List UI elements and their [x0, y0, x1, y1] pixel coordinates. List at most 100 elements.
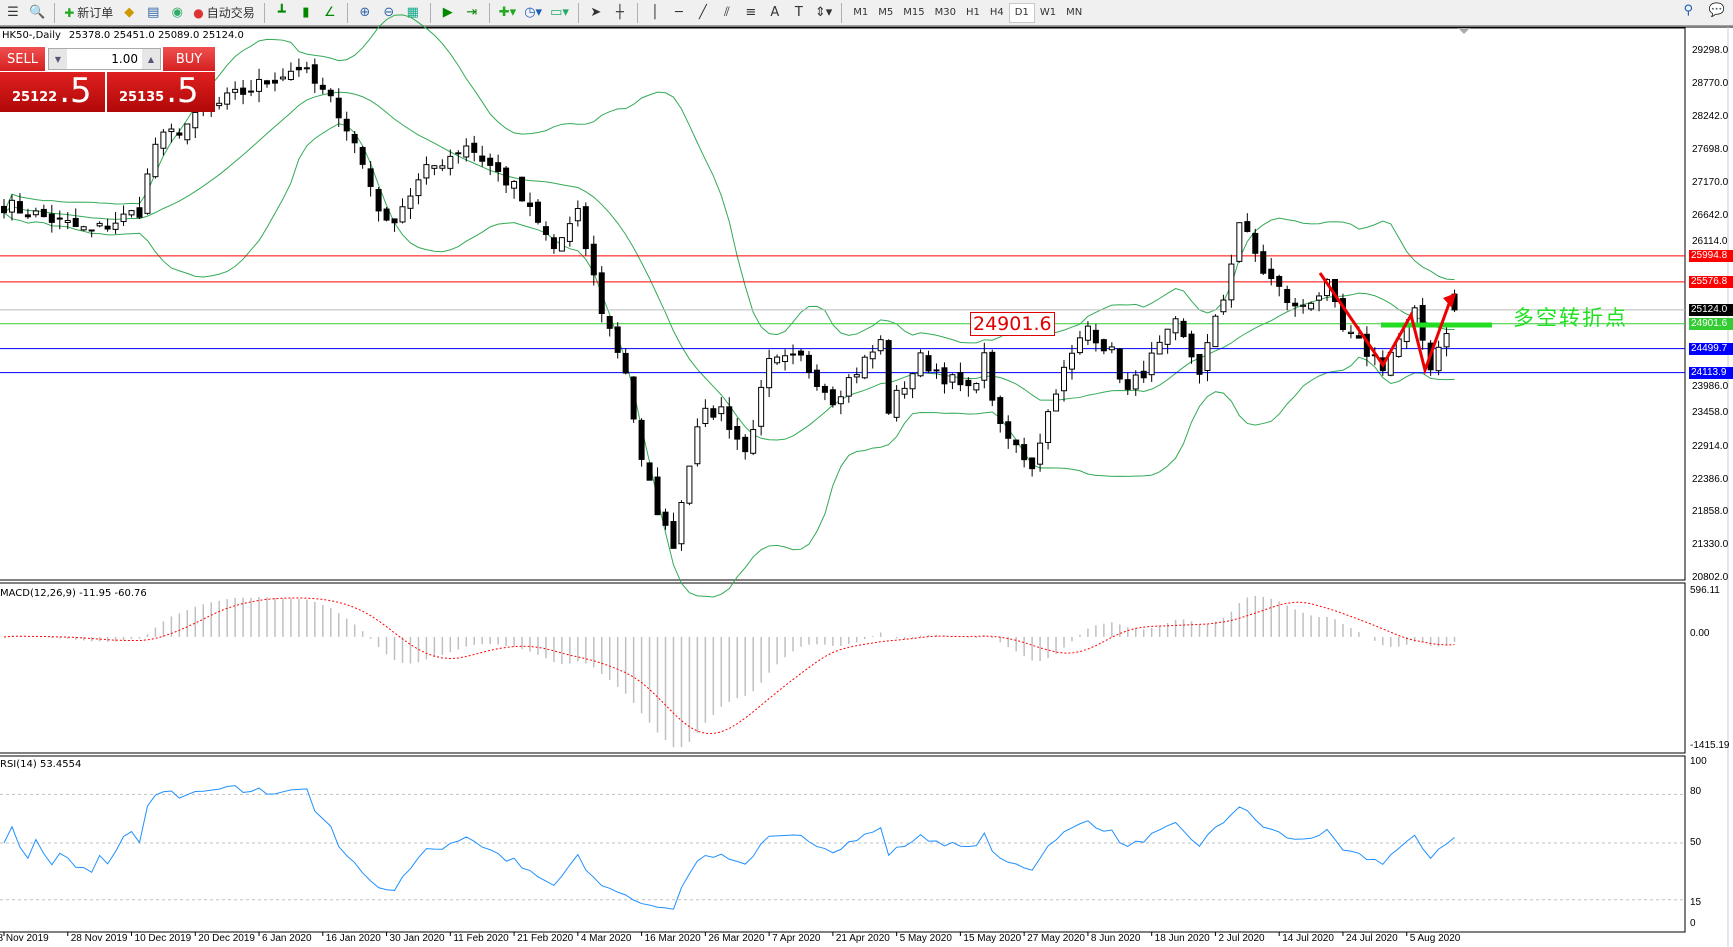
rsi-title: RSI(14) 53.4554	[0, 759, 82, 770]
timeframe-m15[interactable]: M15	[903, 7, 925, 18]
tile-windows-icon[interactable]: ▦	[406, 5, 419, 20]
candle	[88, 229, 95, 238]
timeframe-mn[interactable]: MN	[1066, 7, 1083, 18]
candle	[821, 383, 828, 401]
timeframe-d1[interactable]: D1	[1008, 2, 1035, 23]
buy-button[interactable]: BUY	[163, 47, 215, 71]
fibonacci-icon[interactable]: ≡	[745, 5, 757, 20]
candle-body	[176, 132, 183, 136]
candle	[256, 68, 263, 103]
lot-decrease-icon[interactable]: ▼	[49, 49, 67, 69]
macd-panel-frame	[0, 582, 1686, 754]
level-price-tag: 24499.7	[1689, 342, 1733, 355]
candle-body	[24, 214, 31, 218]
chat-icon[interactable]: 💬	[1708, 3, 1725, 18]
autoscroll-icon[interactable]: ▶	[442, 5, 453, 20]
candle-body	[574, 208, 581, 222]
candle	[271, 72, 278, 92]
lot-size-input[interactable]: ▼ 1.00 ▲	[48, 48, 161, 70]
candle	[479, 145, 486, 167]
candle	[766, 349, 773, 397]
candle-body	[447, 155, 454, 169]
candle-body	[72, 217, 79, 227]
candle	[1156, 335, 1163, 355]
zoom-out-icon[interactable]: ⊖	[383, 5, 395, 20]
templates-icon[interactable]: ▭▾	[550, 5, 569, 20]
zoom-in-icon[interactable]: ⊕	[359, 5, 371, 20]
cursor-icon[interactable]: ➤	[590, 5, 602, 20]
timeframe-h4[interactable]: H4	[989, 7, 1004, 18]
candle-body	[351, 133, 358, 144]
candle-body	[503, 167, 510, 186]
candle-body	[678, 502, 685, 545]
candle-body	[622, 352, 629, 374]
candle	[941, 362, 948, 394]
candle-body	[662, 511, 669, 526]
timeframe-m30[interactable]: M30	[934, 7, 957, 18]
crosshair-icon[interactable]: ┼	[615, 5, 624, 20]
candle-body	[1236, 222, 1243, 262]
candle-body	[383, 208, 390, 221]
candle	[511, 180, 518, 199]
candle	[415, 173, 422, 205]
candle	[184, 123, 191, 145]
candle-body	[1355, 335, 1362, 339]
price-tick-label: 26114.0	[1692, 235, 1728, 247]
new-order-button[interactable]: ✚ 新订单	[61, 2, 116, 24]
text-label-icon[interactable]: T	[794, 5, 803, 20]
line-chart-icon[interactable]: ∠	[323, 5, 336, 20]
navigator-icon[interactable]: ▤	[147, 5, 160, 20]
signals-icon[interactable]: ◉	[171, 5, 183, 20]
timeframe-m5[interactable]: M5	[878, 7, 894, 18]
rsi-line	[3, 785, 1455, 910]
timeframe-m1[interactable]: M1	[853, 7, 869, 18]
chart-zoom-icon[interactable]: 🔍	[29, 5, 46, 20]
turning-point-annotation[interactable]: 多空转折点	[1513, 306, 1628, 330]
candle-body	[630, 376, 637, 420]
lot-increase-icon[interactable]: ▲	[142, 49, 160, 69]
search-icon[interactable]: ⚲	[1683, 3, 1693, 18]
equidistant-channel-icon[interactable]: ⫽	[723, 5, 730, 20]
sell-button[interactable]: SELL	[0, 47, 45, 71]
timeframe-w1[interactable]: W1	[1039, 7, 1057, 18]
candle-body	[471, 142, 478, 153]
sell-price-button[interactable]: 25122.5	[0, 72, 105, 112]
horizontal-line-icon[interactable]: ─	[674, 5, 683, 20]
level-price-tag: 25994.8	[1689, 249, 1733, 262]
candle-body	[694, 426, 701, 465]
candle	[861, 354, 868, 380]
periods-icon[interactable]: ◷▾	[524, 5, 543, 20]
candle	[1212, 314, 1219, 348]
candle-body	[742, 436, 749, 453]
candle	[471, 135, 478, 162]
candle	[1236, 222, 1243, 263]
text-icon[interactable]: A	[770, 5, 780, 20]
candle	[845, 374, 852, 403]
candle	[96, 221, 103, 228]
arrows-icon[interactable]: ⇕▾	[814, 5, 833, 20]
buy-price-button[interactable]: 25135.5	[107, 72, 215, 112]
bar-chart-icon[interactable]: ┻	[277, 5, 286, 20]
candle-body	[909, 373, 916, 390]
menu-icon[interactable]: ☰	[7, 5, 19, 20]
chart-header: HK50-,Daily 25378.0 25451.0 25089.0 2512…	[2, 30, 244, 41]
candlestick-icon[interactable]: ▮	[302, 5, 310, 20]
bollinger-upper-band	[3, 14, 1455, 344]
candle-body	[1196, 353, 1203, 375]
candle	[527, 192, 534, 217]
market-watch-icon[interactable]: ◆	[124, 5, 135, 20]
price-annotation-label[interactable]: 24901.6	[970, 312, 1055, 336]
trendline-icon[interactable]: ╱	[698, 5, 707, 20]
lot-size-value[interactable]: 1.00	[111, 52, 138, 66]
candle	[1053, 389, 1060, 412]
price-tick-label: 20802.0	[1692, 572, 1729, 583]
vertical-line-icon[interactable]: │	[650, 5, 659, 20]
auto-trading-button[interactable]: ● 自动交易	[190, 2, 258, 24]
timeframe-h1[interactable]: H1	[966, 7, 980, 18]
chart-shift-icon[interactable]: ⇥	[466, 5, 478, 20]
candle	[1124, 372, 1131, 396]
candle	[144, 168, 151, 215]
indicators-icon[interactable]: ✚▾	[498, 5, 517, 20]
candle-body	[829, 389, 836, 406]
